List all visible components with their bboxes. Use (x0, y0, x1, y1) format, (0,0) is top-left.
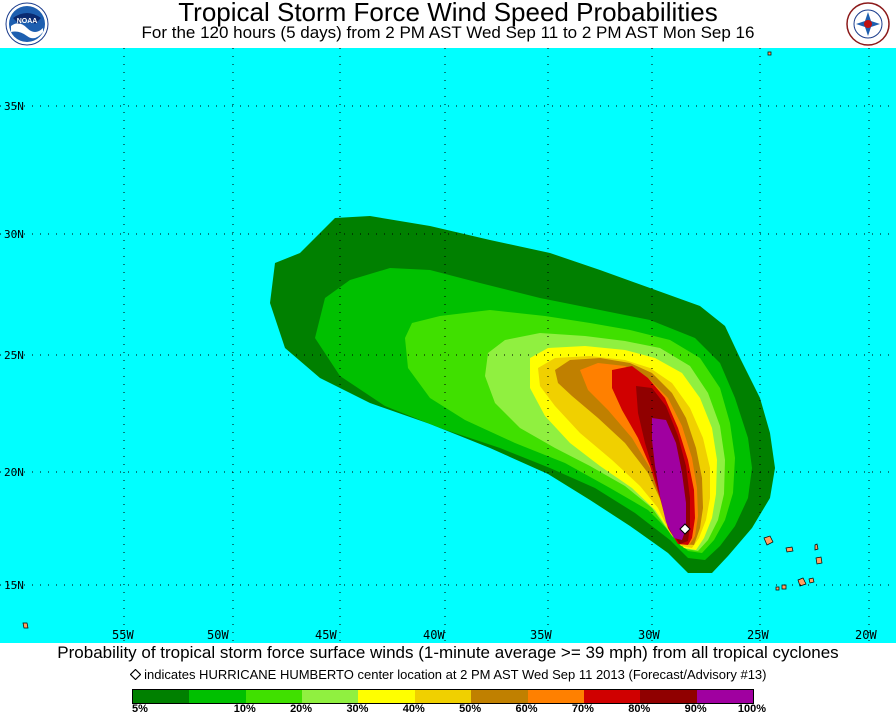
island (781, 584, 787, 590)
graticule (0, 48, 896, 643)
legend-tick-label: 10% (233, 703, 256, 715)
island (814, 543, 819, 551)
legend-tick-label: 70% (571, 703, 594, 715)
legend-tick-label: 90% (684, 703, 707, 715)
legend-swatch (189, 690, 246, 703)
island (808, 577, 815, 584)
legend-swatch (414, 690, 472, 703)
legend-swatch (302, 690, 359, 703)
legend-swatch (358, 690, 415, 703)
legend-tick-labels: 5% 10% 20% 30% 40% 50% 60% 70% 80% 90% 100% (0, 703, 896, 716)
legend-swatch (245, 690, 303, 703)
lon-label: 50W (207, 628, 229, 642)
storm-center-marker (679, 523, 691, 535)
noaa-logo: NOAA (5, 2, 49, 46)
contour-100pct (652, 418, 686, 540)
legend-swatch (133, 690, 190, 703)
legend-tick-label: 60% (515, 703, 538, 715)
island (763, 535, 774, 546)
lat-label: 25N (4, 349, 24, 362)
latitude-labels: 35N 30N 25N 20N 15N (4, 100, 24, 592)
island (775, 586, 780, 591)
legend-swatch (696, 690, 753, 703)
header: NOAA Tropical Storm Force Wind Speed Pro… (0, 0, 896, 48)
island (815, 556, 823, 565)
lon-label: 45W (315, 628, 337, 642)
lat-label: 30N (4, 228, 24, 241)
legend-tick-label: 80% (628, 703, 651, 715)
longitude-labels: 55W 50W 45W 40W 35W 30W 25W 20W (112, 628, 877, 642)
diamond-icon (129, 668, 141, 681)
legend-swatch (640, 690, 697, 703)
lat-label: 35N (4, 100, 24, 113)
lon-label: 25W (747, 628, 769, 642)
lat-label: 20N (4, 466, 24, 479)
legend-swatch (471, 690, 528, 703)
svg-text:NOAA: NOAA (17, 18, 38, 25)
island (767, 51, 772, 56)
legend-tick-label: 20% (290, 703, 313, 715)
lat-label: 15N (4, 579, 24, 592)
legend-tick-label: 50% (459, 703, 482, 715)
nws-logo (845, 2, 890, 46)
lon-label: 55W (112, 628, 134, 642)
legend-swatch (527, 690, 584, 703)
page-subtitle: For the 120 hours (5 days) from 2 PM AST… (141, 23, 755, 42)
legend-swatch (583, 690, 641, 703)
lon-label: 30W (638, 628, 660, 642)
storm-note: indicates HURRICANE HUMBERTO center loca… (0, 667, 896, 683)
probability-map: 35N 30N 25N 20N 15N 55W 50W 45W 40W 35W … (0, 48, 896, 643)
color-legend (132, 689, 754, 704)
probability-contours (270, 216, 775, 573)
island (785, 546, 794, 553)
legend-tick-label: 100% (737, 703, 767, 715)
page-title: Tropical Storm Force Wind Speed Probabil… (178, 0, 718, 27)
lon-label: 20W (855, 628, 877, 642)
legend-tick-label: 40% (402, 703, 425, 715)
map-caption: Probability of tropical storm force surf… (57, 643, 839, 662)
legend-tick-label: 30% (346, 703, 369, 715)
island (797, 577, 807, 587)
storm-note-text: indicates HURRICANE HUMBERTO center loca… (144, 667, 767, 682)
island (22, 622, 29, 629)
lon-label: 40W (423, 628, 445, 642)
lon-label: 35W (530, 628, 552, 642)
legend-tick-label: 5% (132, 703, 148, 715)
